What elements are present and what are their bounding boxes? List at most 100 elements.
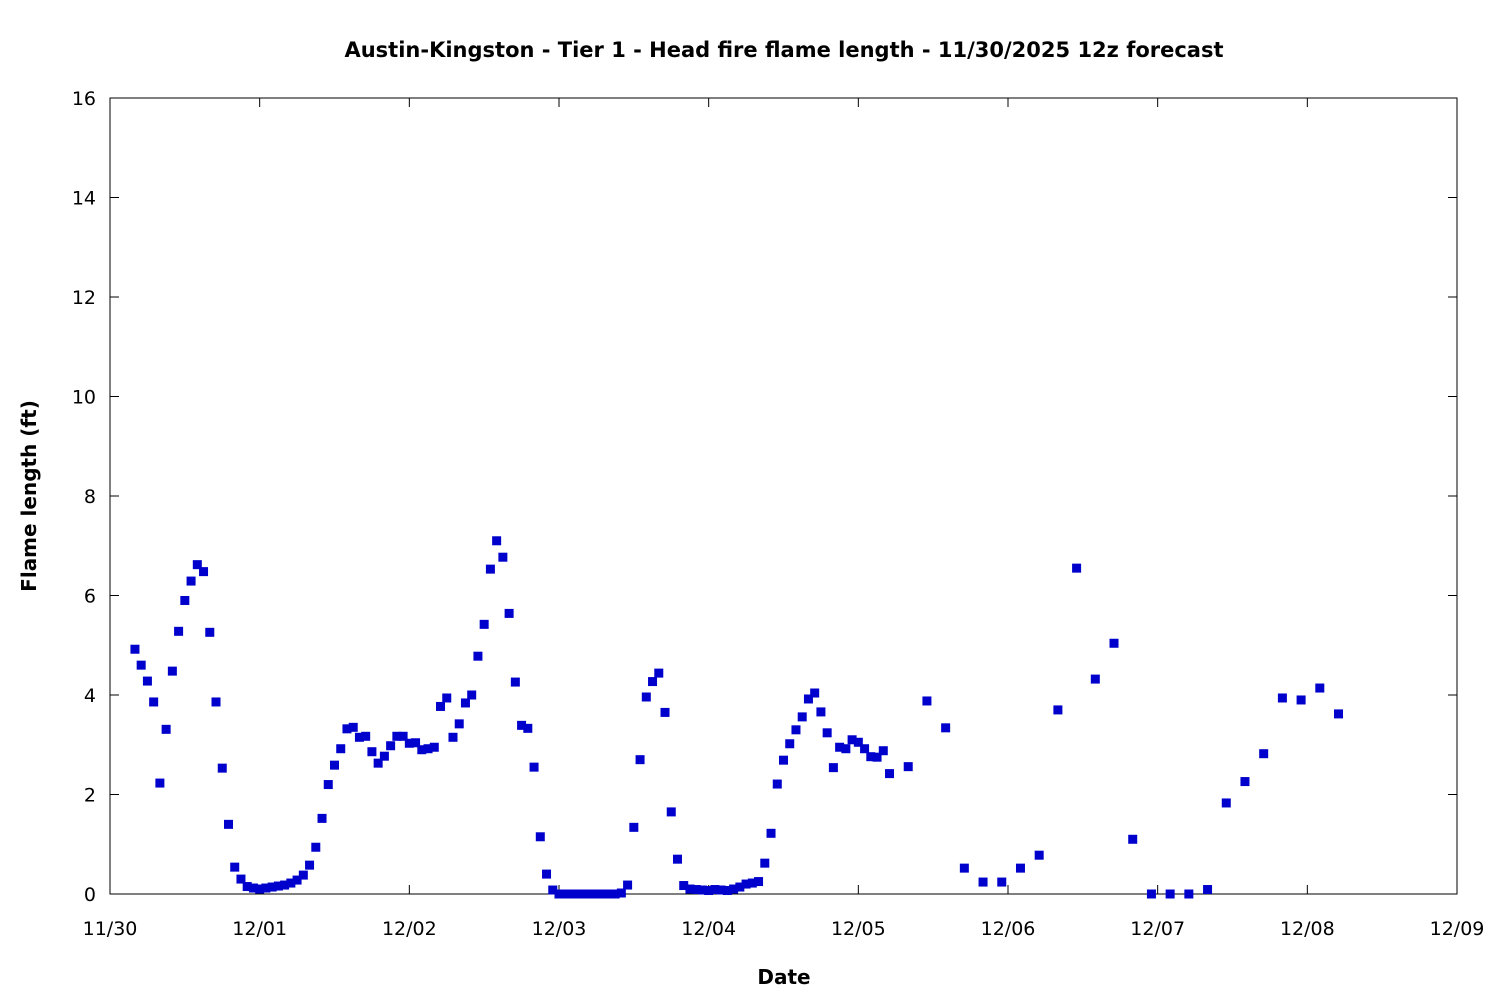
data-point (1259, 749, 1269, 759)
data-point (978, 877, 988, 887)
data-point (685, 884, 695, 894)
y-axis-label: Flame length (ft) (17, 400, 41, 592)
y-tick-label: 6 (84, 586, 96, 608)
data-point (149, 697, 159, 707)
data-point (691, 885, 701, 895)
data-point (223, 819, 233, 829)
data-point (760, 858, 770, 868)
data-point (1296, 695, 1306, 705)
data-point (292, 875, 302, 885)
data-point (878, 746, 888, 756)
data-point (448, 732, 458, 742)
x-tick-label: 12/03 (532, 918, 587, 940)
data-point (810, 688, 820, 698)
data-point (672, 854, 682, 864)
data-point (1053, 705, 1063, 715)
data-point (211, 697, 221, 707)
data-point (498, 552, 508, 562)
data-point (386, 741, 396, 751)
data-point (273, 881, 283, 891)
data-point (261, 883, 271, 893)
data-point (822, 728, 832, 738)
data-point (392, 731, 402, 741)
data-point (779, 755, 788, 765)
data-point (136, 660, 146, 670)
y-tick-label: 2 (84, 785, 96, 807)
data-point (460, 698, 470, 708)
data-point (803, 694, 813, 704)
data-point (442, 693, 452, 703)
data-point (860, 744, 870, 754)
data-point (828, 763, 838, 773)
data-point (280, 880, 290, 890)
y-tick-label: 8 (84, 486, 96, 508)
data-point (323, 780, 333, 790)
x-tick-label: 12/01 (232, 918, 287, 940)
data-point (467, 690, 477, 700)
data-point (654, 668, 664, 678)
data-point (585, 889, 595, 899)
data-point (174, 626, 184, 636)
x-axis-label: Date (757, 965, 810, 989)
data-point (529, 762, 539, 772)
data-point (436, 701, 446, 711)
data-point (267, 882, 277, 892)
data-point (417, 745, 427, 755)
plot-border (109, 97, 1458, 895)
y-tick-label: 14 (72, 188, 96, 210)
data-point (404, 738, 414, 748)
data-point (997, 877, 1007, 887)
data-point (535, 832, 545, 842)
x-tick-label: 11/30 (83, 918, 138, 940)
y-tick-label: 4 (84, 685, 96, 707)
data-point (1090, 674, 1100, 684)
data-point (192, 560, 202, 570)
data-point (205, 627, 215, 637)
data-point (230, 862, 240, 872)
y-tick-label: 16 (72, 88, 96, 110)
data-point (959, 863, 969, 873)
data-point (155, 778, 165, 788)
data-point (1034, 850, 1044, 860)
x-tick-label: 12/06 (981, 918, 1036, 940)
y-tick-label: 0 (84, 884, 96, 906)
x-tick-label: 12/07 (1130, 918, 1185, 940)
data-point (336, 744, 346, 754)
data-point (504, 608, 514, 618)
data-point (1146, 889, 1156, 899)
data-point (1277, 693, 1287, 703)
data-point (286, 878, 296, 888)
data-point (255, 884, 265, 894)
data-point (242, 882, 252, 892)
data-point (816, 707, 826, 717)
data-point (479, 619, 489, 629)
data-point (1128, 834, 1138, 844)
data-point (710, 885, 720, 895)
data-point (835, 742, 845, 752)
data-point (735, 882, 745, 892)
data-point (1072, 563, 1082, 573)
data-point (623, 880, 633, 890)
data-point (666, 807, 676, 817)
data-point (922, 696, 932, 706)
x-axis-ticks: 11/30 12/01 12/02 12/03 12/04 12/05 12/06 12/07… (83, 98, 1485, 940)
data-point (167, 666, 177, 676)
data-point (161, 724, 171, 734)
data-point (785, 739, 795, 749)
data-point (473, 651, 483, 661)
data-point (797, 712, 807, 722)
data-point (641, 692, 651, 702)
data-point (1109, 638, 1119, 648)
data-point (679, 881, 689, 891)
x-tick-label: 12/08 (1280, 918, 1335, 940)
data-point (485, 564, 495, 574)
x-tick-label: 12/02 (382, 918, 437, 940)
data-point (398, 731, 408, 741)
data-point (722, 886, 732, 896)
data-point (180, 595, 190, 605)
data-point (853, 737, 863, 747)
y-tick-label: 12 (72, 287, 96, 309)
x-tick-label: 12/09 (1430, 918, 1485, 940)
data-point (186, 576, 196, 586)
